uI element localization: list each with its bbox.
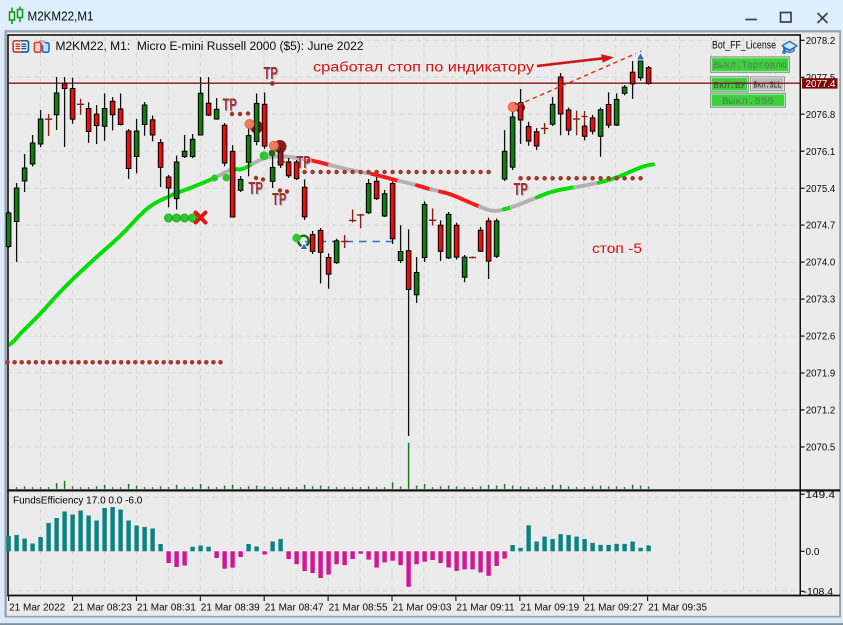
svg-text:21 Mar 09:35: 21 Mar 09:35 — [648, 603, 707, 614]
svg-text:сработал стоп по индикатору: сработал стоп по индикатору — [313, 59, 534, 75]
svg-text:21 Mar 09:11: 21 Mar 09:11 — [456, 603, 515, 614]
svg-text:Вкл.ВУ: Вкл.ВУ — [714, 80, 746, 91]
svg-text:TP: TP — [272, 189, 286, 209]
svg-text:21 Mar 08:23: 21 Mar 08:23 — [73, 603, 132, 614]
svg-text:2073.3: 2073.3 — [806, 295, 836, 306]
svg-text:Вкл.SLL: Вкл.SLL — [754, 79, 782, 90]
svg-text:2072.6: 2072.6 — [806, 332, 836, 343]
svg-text:TP: TP — [515, 181, 529, 201]
svg-text:Выкл.Торговлю: Выкл.Торговлю — [714, 60, 788, 72]
svg-text:TP: TP — [298, 154, 312, 174]
svg-text:21 Mar 08:31: 21 Mar 08:31 — [137, 603, 196, 614]
svg-text:2074.7: 2074.7 — [806, 221, 836, 232]
svg-text:2077.4: 2077.4 — [806, 79, 836, 90]
svg-text:2076.1: 2076.1 — [806, 147, 836, 158]
svg-text:TP: TP — [273, 191, 287, 211]
svg-text:TP: TP — [265, 65, 279, 85]
svg-text:21 Mar 09:19: 21 Mar 09:19 — [520, 603, 579, 614]
svg-text:2076.8: 2076.8 — [806, 110, 836, 121]
svg-text:TP: TP — [264, 63, 278, 83]
svg-text:2074.0: 2074.0 — [806, 258, 836, 269]
svg-text:M2KM22, M1: Micro E-mini Russ: M2KM22, M1: Micro E-mini Russell 2000 ($… — [56, 41, 364, 53]
svg-text:TP: TP — [297, 152, 311, 172]
svg-text:-108.4: -108.4 — [804, 587, 834, 598]
svg-text:21 Mar 08:47: 21 Mar 08:47 — [265, 603, 324, 614]
svg-text:Bot_FF_License: Bot_FF_License — [712, 40, 776, 52]
svg-text:21 Mar 09:03: 21 Mar 09:03 — [393, 603, 452, 614]
svg-text:2070.5: 2070.5 — [806, 443, 836, 454]
svg-text:FundsEfficiency 17.0 0.0 -6.0: FundsEfficiency 17.0 0.0 -6.0 — [13, 496, 143, 507]
svg-text:M2KM22,M1: M2KM22,M1 — [28, 9, 94, 24]
svg-text:стоп -5: стоп -5 — [592, 240, 642, 256]
svg-text:2071.2: 2071.2 — [806, 406, 836, 417]
svg-text:2071.9: 2071.9 — [806, 369, 836, 380]
svg-text:21 Mar 08:39: 21 Mar 08:39 — [201, 603, 260, 614]
svg-text:TP: TP — [249, 178, 263, 198]
svg-text:2078.2: 2078.2 — [806, 36, 836, 47]
svg-text:TP: TP — [514, 179, 528, 199]
svg-text:TP: TP — [250, 179, 264, 199]
svg-text:0.0: 0.0 — [806, 547, 820, 558]
svg-text:149.4: 149.4 — [806, 490, 836, 501]
svg-text:TP: TP — [223, 95, 237, 115]
svg-text:2075.4: 2075.4 — [806, 184, 836, 195]
svg-text:21 Mar 09:27: 21 Mar 09:27 — [584, 603, 643, 614]
svg-text:21 Mar 08:55: 21 Mar 08:55 — [329, 603, 388, 614]
svg-text:21 Mar 2022: 21 Mar 2022 — [9, 603, 66, 614]
svg-text:Выкл.555: Выкл.555 — [722, 96, 774, 108]
svg-text:TP: TP — [224, 96, 238, 116]
